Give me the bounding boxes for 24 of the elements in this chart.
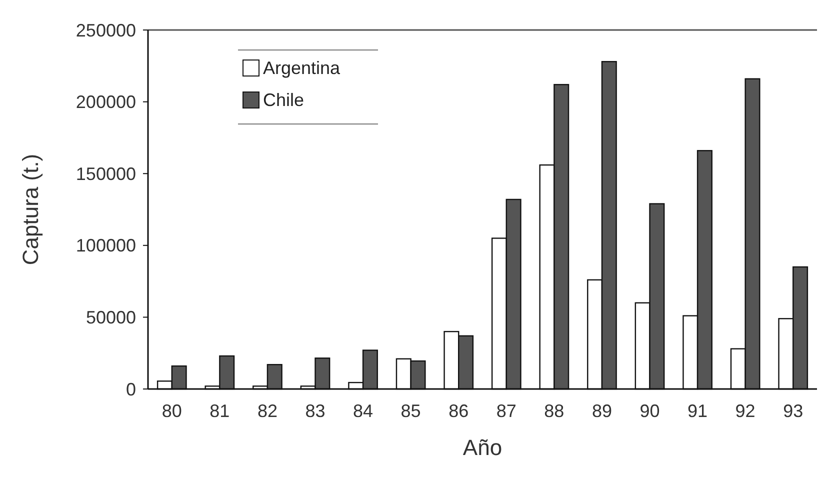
x-tick-label: 86: [448, 401, 469, 421]
x-tick-label: 90: [640, 401, 660, 421]
x-tick-label: 91: [688, 401, 708, 421]
x-tick-label: 85: [400, 401, 421, 421]
y-tick-label: 50000: [86, 308, 136, 328]
y-tick-label: 0: [126, 379, 136, 400]
x-axis-title: Año: [462, 435, 502, 460]
y-tick-label: 150000: [76, 164, 136, 184]
y-tick-label: 250000: [76, 20, 136, 40]
x-tick-label: 83: [305, 401, 326, 421]
x-tick-label: 80: [162, 401, 182, 421]
legend-label: Chile: [263, 90, 304, 110]
x-tick-label: 87: [496, 401, 516, 421]
x-tick-label: 92: [735, 401, 756, 421]
x-tick-label: 81: [210, 401, 230, 421]
x-tick-label: 88: [544, 401, 564, 421]
x-tick-label: 93: [783, 401, 804, 421]
legend-label: Argentina: [263, 58, 342, 78]
x-tick-label: 82: [257, 401, 278, 421]
x-tick-label: 89: [592, 401, 612, 421]
y-tick-label: 200000: [76, 92, 136, 112]
y-axis-title: Captura (t.): [18, 154, 43, 266]
y-tick-label: 100000: [76, 236, 136, 256]
x-tick-label: 84: [353, 401, 374, 421]
